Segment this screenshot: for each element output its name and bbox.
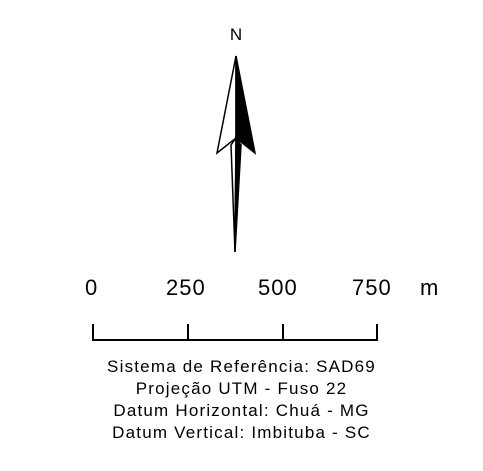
legend-vertical-datum: Datum Vertical: Imbituba - SC	[112, 423, 371, 442]
legend-reference-system: Sistema de Referência: SAD69	[107, 357, 376, 376]
scale-bar	[92, 324, 378, 341]
map-legend: Sistema de Referência: SAD69 Projeção UT…	[0, 356, 483, 444]
north-label: N	[229, 25, 243, 44]
scale-tick-label-500: 500	[258, 275, 298, 300]
scale-tick-label-0: 0	[85, 275, 99, 300]
north-arrow-icon	[215, 55, 257, 253]
scale-tick-label-750: 750	[352, 275, 392, 300]
scale-unit-label: m	[420, 275, 440, 300]
legend-horizontal-datum: Datum Horizontal: Chuá - MG	[113, 401, 370, 420]
legend-projection: Projeção UTM - Fuso 22	[135, 379, 348, 398]
scale-tick-label-250: 250	[166, 275, 206, 300]
